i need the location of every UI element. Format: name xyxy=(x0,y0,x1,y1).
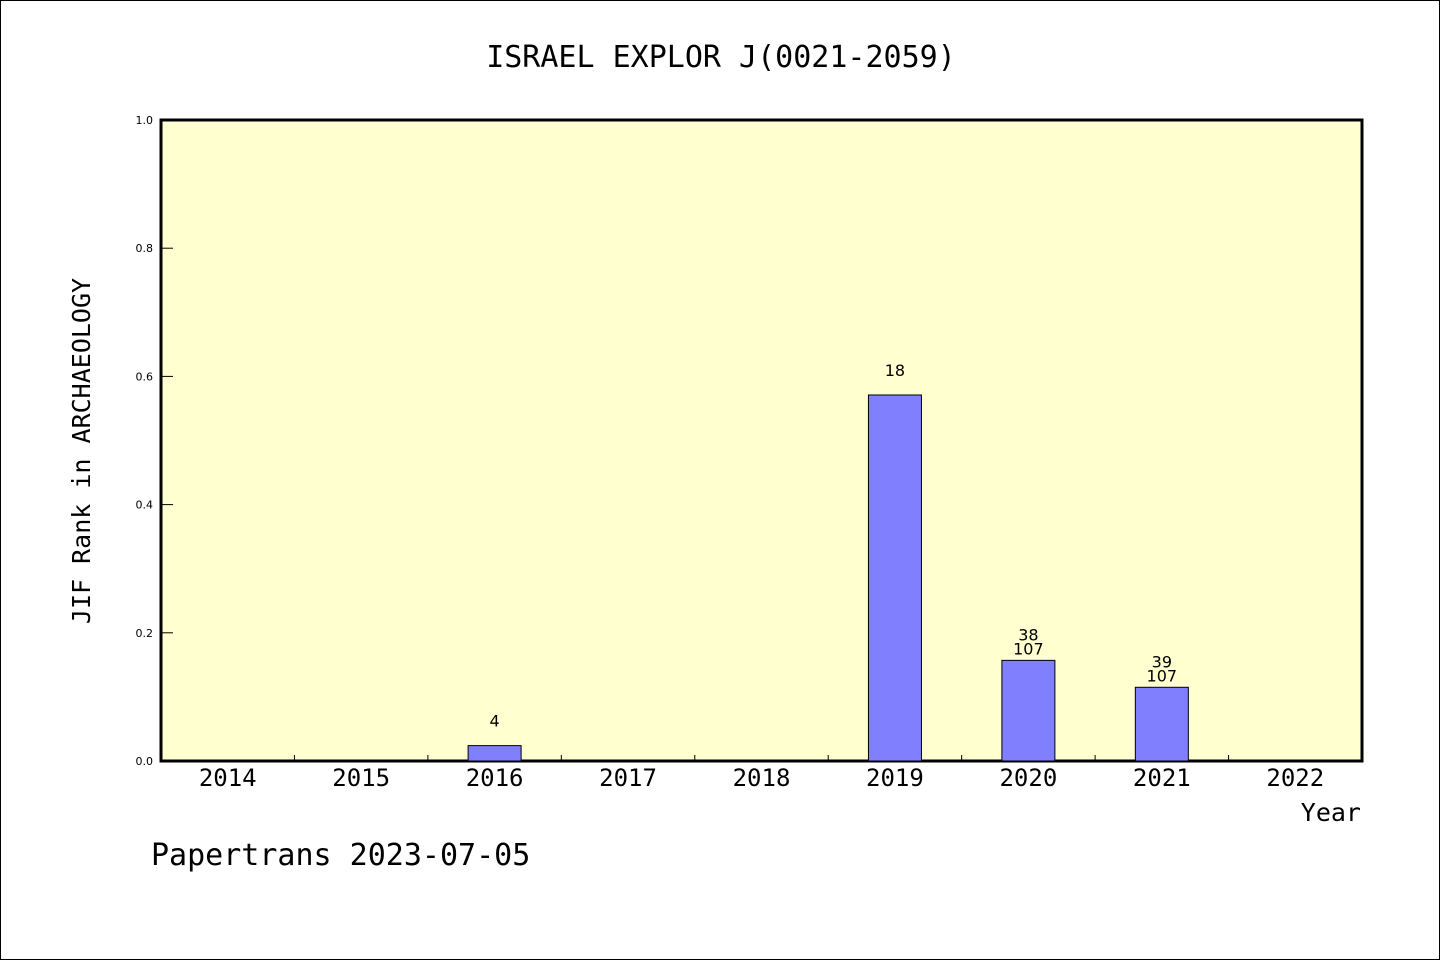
bar-2021 xyxy=(1134,686,1189,762)
bar-2016 xyxy=(467,745,522,762)
y-tick-label: 0.4 xyxy=(136,499,154,512)
x-tick-label: 2020 xyxy=(999,764,1057,792)
x-tick-label: 2022 xyxy=(1266,764,1324,792)
x-tick-label: 2016 xyxy=(466,764,524,792)
data-label-rank: 38 xyxy=(1018,625,1038,644)
x-tick-label: 2017 xyxy=(599,764,657,792)
y-tick-label: 1.0 xyxy=(136,114,154,127)
chart-title: ISRAEL EXPLOR J(0021-2059) xyxy=(486,40,956,75)
data-label-total: 107 xyxy=(1013,639,1044,658)
x-tick-label: 2015 xyxy=(332,764,390,792)
footer-credit: Papertrans 2023-07-05 xyxy=(151,838,530,873)
data-label: 18 xyxy=(885,361,905,380)
bar-2020 xyxy=(1001,659,1056,762)
x-tick-label: 2018 xyxy=(733,764,791,792)
data-label-total: 107 xyxy=(1147,666,1178,685)
y-axis-label: JIF Rank in ARCHAEOLOGY xyxy=(67,278,96,624)
bar-2019 xyxy=(867,394,922,762)
x-tick-label: 2021 xyxy=(1133,764,1191,792)
x-tick-label: 2014 xyxy=(199,764,257,792)
y-tick-label: 0.8 xyxy=(136,242,154,255)
y-tick-label: 0.0 xyxy=(136,755,154,768)
plot-area xyxy=(159,118,1364,763)
x-tick-label: 2019 xyxy=(866,764,924,792)
data-label: 4 xyxy=(490,712,500,731)
y-tick-label: 0.6 xyxy=(136,370,154,383)
y-tick-label: 0.2 xyxy=(136,627,154,640)
x-axis-label: Year xyxy=(1301,798,1361,827)
data-label-rank: 39 xyxy=(1152,652,1172,671)
